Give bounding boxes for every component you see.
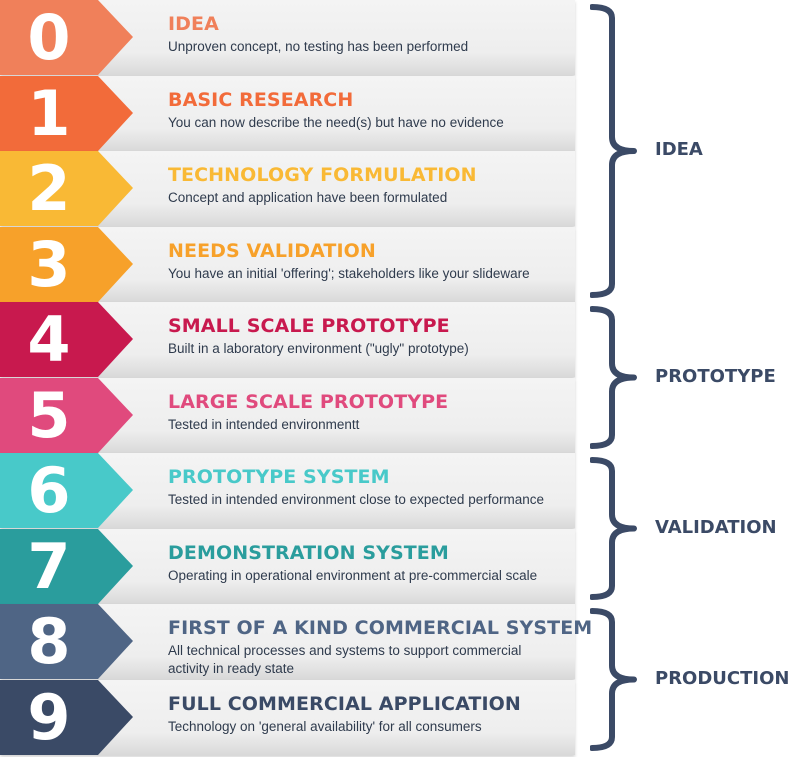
stage-arrow-badge: 3: [0, 227, 133, 302]
stage-row-4: 4 SMALL SCALE PROTOTYPE Built in a laborat…: [0, 302, 575, 377]
brace-path: [590, 608, 637, 751]
stage-description: You can now describe the need(s) but hav…: [168, 115, 504, 130]
stage-row-6: 6 PROTOTYPE SYSTEM Tested in intended envi…: [0, 453, 575, 528]
stage-description: Tested in intended environment close to …: [168, 492, 544, 507]
stage-arrow-badge: 6: [0, 453, 133, 528]
stage-title: DEMONSTRATION SYSTEM: [168, 542, 449, 564]
stage-number: 7: [27, 530, 71, 603]
stage-row-8: 8 FIRST OF A KIND COMMERCIAL SYSTEM All te…: [0, 604, 592, 679]
stage-arrow-badge: 8: [0, 604, 133, 679]
stage-number: 6: [27, 454, 71, 527]
stage-description: Technology on 'general availability' for…: [168, 719, 482, 734]
stage-title: PROTOTYPE SYSTEM: [168, 466, 390, 488]
stage-title: SMALL SCALE PROTOTYPE: [168, 315, 450, 337]
stage-title: LARGE SCALE PROTOTYPE: [168, 391, 449, 413]
stage-title: FULL COMMERCIAL APPLICATION: [168, 693, 521, 715]
stage-description: Unproven concept, no testing has been pe…: [168, 39, 469, 54]
stage-number: 8: [27, 605, 71, 678]
stage-row-2: 2 TECHNOLOGY FORMULATION Concept and appli…: [0, 151, 575, 226]
stage-description: You have an initial 'offering'; stakehol…: [168, 266, 530, 281]
stage-row-3: 3 NEEDS VALIDATION You have an initial 'of…: [0, 227, 575, 302]
stage-number: 5: [27, 379, 71, 452]
brace-path: [590, 306, 637, 449]
stage-arrow-badge: 4: [0, 302, 133, 377]
stage-title: TECHNOLOGY FORMULATION: [168, 164, 477, 186]
stage-title: NEEDS VALIDATION: [168, 240, 376, 262]
stage-description: Concept and application have been formul…: [168, 190, 448, 205]
stage-description: Built in a laboratory environment ("ugly…: [168, 341, 469, 356]
phase-label: IDEA: [655, 139, 703, 160]
stage-description: All technical processes and systems to s…: [168, 643, 522, 676]
phase-label: VALIDATION: [655, 516, 777, 538]
phase-brace: [590, 457, 637, 600]
stage-number: 0: [27, 1, 71, 74]
stage-row-1: 1 BASIC RESEARCH You can now describe the …: [0, 76, 575, 151]
stage-arrow-badge: 2: [0, 151, 133, 226]
stage-number: 9: [27, 681, 71, 754]
stage-title: BASIC RESEARCH: [168, 89, 354, 111]
stage-number: 2: [27, 152, 71, 225]
stage-row-5: 5 LARGE SCALE PROTOTYPE Tested in intended…: [0, 378, 575, 453]
stage-arrow-badge: 1: [0, 76, 133, 151]
stage-arrow-badge: 7: [0, 529, 133, 604]
stage-row-9: 9 FULL COMMERCIAL APPLICATION Technology o…: [0, 680, 575, 755]
phase-label: PROTOTYPE: [655, 365, 776, 387]
stage-arrow-badge: 0: [0, 0, 133, 75]
stage-arrow-badge: 9: [0, 680, 133, 755]
stage-description: Operating in operational environment at …: [168, 568, 538, 583]
stage-number: 3: [27, 228, 71, 301]
stage-title: IDEA: [168, 13, 219, 35]
phase-brace: [590, 608, 637, 751]
brace-path: [590, 457, 637, 600]
stage-title: FIRST OF A KIND COMMERCIAL SYSTEM: [168, 617, 593, 639]
phase-brace: [590, 4, 637, 298]
stage-number: 1: [27, 77, 71, 150]
stage-number: 4: [27, 303, 71, 376]
phase-label: PRODUCTION: [655, 667, 790, 689]
stage-description: Tested in intended environmentt: [168, 417, 360, 432]
stage-arrow-badge: 5: [0, 378, 133, 453]
stage-row-7: 7 DEMONSTRATION SYSTEM Operating in operat…: [0, 529, 575, 604]
brace-path: [590, 4, 637, 298]
stage-row-0: 0 IDEA Unproven concept, no testing has be…: [0, 0, 575, 75]
phase-brace: [590, 306, 637, 449]
